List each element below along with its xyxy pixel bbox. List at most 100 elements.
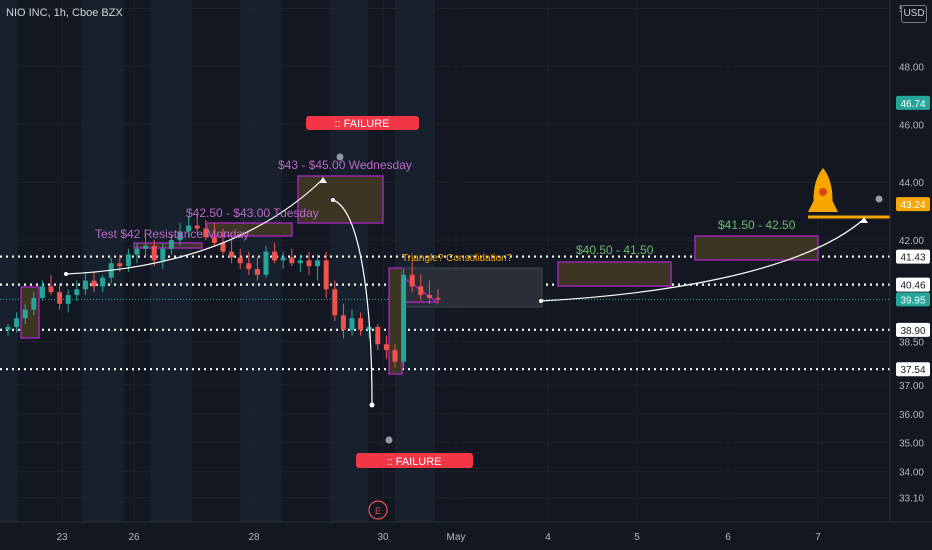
candle-body: [358, 318, 364, 330]
failure-text-bottom: :: FAILURE: [386, 456, 441, 468]
candle-body: [125, 254, 131, 267]
time-axis[interactable]: 23 26 28 30 May 4 5 6 7: [56, 532, 821, 543]
earnings-letter: E: [375, 506, 381, 516]
time-tick-label: 4: [545, 532, 551, 543]
rocket-fin-right: [831, 198, 838, 212]
price-tick-label: 34.00: [899, 468, 924, 479]
time-tick-label: 28: [248, 532, 260, 543]
session-band: [82, 0, 124, 522]
currency-button[interactable]: USD: [901, 5, 927, 23]
time-tick-label: May: [447, 532, 466, 543]
time-tick-label: 5: [634, 532, 640, 543]
arrowhead: [860, 217, 868, 223]
candle-body: [263, 251, 269, 275]
clock-icon[interactable]: [336, 153, 344, 161]
time-tick-label: 6: [725, 532, 731, 543]
arrow-curve-up-1: [65, 178, 324, 275]
candle-body: [272, 251, 278, 261]
arrow-point: [64, 272, 68, 276]
candle-body: [383, 344, 389, 351]
zone-2-label: $41.50 - 42.50: [718, 218, 796, 232]
arrow-curve-down: [332, 199, 373, 406]
price-label-text: 38.90: [900, 326, 925, 337]
candle-body: [22, 309, 28, 319]
candle-body: [57, 292, 63, 304]
triangle-label: Triangle? Consolidation?: [402, 253, 513, 264]
arrow-point: [539, 299, 543, 303]
candle-body: [349, 318, 355, 330]
candle-body: [211, 237, 217, 243]
candle-body: [194, 225, 200, 229]
candle-body: [117, 263, 123, 267]
price-tick-label: 42.00: [899, 236, 924, 247]
rocket-window: [819, 188, 827, 196]
candle-body: [280, 257, 286, 261]
candle-body: [186, 225, 192, 232]
earnings-marker[interactable]: E: [368, 500, 388, 520]
projection-arrows: [65, 178, 890, 406]
price-label-text: 46.74: [900, 99, 925, 110]
session-band: [395, 0, 435, 522]
clock-icon[interactable]: [875, 195, 883, 203]
monday-box: [133, 242, 203, 249]
candle-body: [392, 350, 398, 362]
candle-body: [315, 260, 321, 267]
price-label-badge: [896, 249, 930, 264]
candle-body: [168, 240, 174, 249]
candle-body: [65, 295, 71, 304]
zone-box-2: [694, 235, 819, 261]
time-tick-label: 26: [128, 532, 140, 543]
candle-body: [74, 289, 80, 296]
candle-body: [246, 263, 252, 270]
price-label-text: 39.95: [900, 295, 925, 306]
wednesday-label: $43 - $45.00 Wednesday: [278, 158, 412, 172]
failure-badge-top: [306, 116, 419, 130]
monday-label: Test $42 Resistance Monday: [95, 227, 249, 241]
price-tick-label: 36.00: [899, 410, 924, 421]
candle-body: [134, 248, 140, 255]
session-band: [0, 0, 18, 522]
earnings-circle: [368, 500, 388, 520]
tuesday-label: $42.50 - $43.00 Tuesday: [186, 206, 319, 220]
clock-face: [336, 153, 344, 161]
clock-face: [875, 195, 883, 203]
candle-body: [254, 269, 260, 275]
arrowhead: [319, 177, 327, 183]
candle-body: [82, 280, 88, 290]
arrow-points: [64, 177, 868, 408]
zone-1-label: $40.50 - 41.50: [576, 243, 654, 257]
candle-body: [340, 315, 346, 330]
candle-body: [418, 286, 424, 296]
failure-label-top: :: FAILURE: [306, 116, 419, 130]
price-label-badge: [896, 95, 930, 110]
zone-box-1: [557, 261, 672, 287]
candle-body: [14, 318, 20, 327]
price-label-badge: [896, 277, 930, 292]
candle-body: [332, 289, 338, 316]
rocket-fin-left: [808, 198, 815, 212]
price-tick-label: 48.00: [899, 62, 924, 73]
candle-body: [177, 231, 183, 241]
arrow-point: [331, 198, 335, 202]
arrow-curve-up-2: [540, 218, 865, 302]
price-tick-label: 44.00: [899, 178, 924, 189]
session-band: [240, 0, 282, 522]
price-label-badge: [896, 197, 930, 212]
price-label-badge: [896, 322, 930, 337]
candle-body: [48, 286, 54, 293]
candle-body: [91, 280, 97, 287]
failure-box-wednesday: [297, 175, 384, 224]
failure-badge-bottom: [356, 453, 473, 468]
price-label-text: 40.46: [900, 281, 925, 292]
clock-face: [385, 436, 393, 444]
price-label-badge: [896, 362, 930, 377]
candle-body: [297, 260, 303, 264]
price-tick-label: 35.00: [899, 439, 924, 450]
grid-lines: [0, 0, 890, 522]
candle-body: [143, 245, 149, 249]
candle-body: [160, 248, 166, 261]
clock-icon[interactable]: [385, 436, 393, 444]
price-label-badge: [896, 292, 930, 307]
candle-body: [229, 251, 235, 258]
